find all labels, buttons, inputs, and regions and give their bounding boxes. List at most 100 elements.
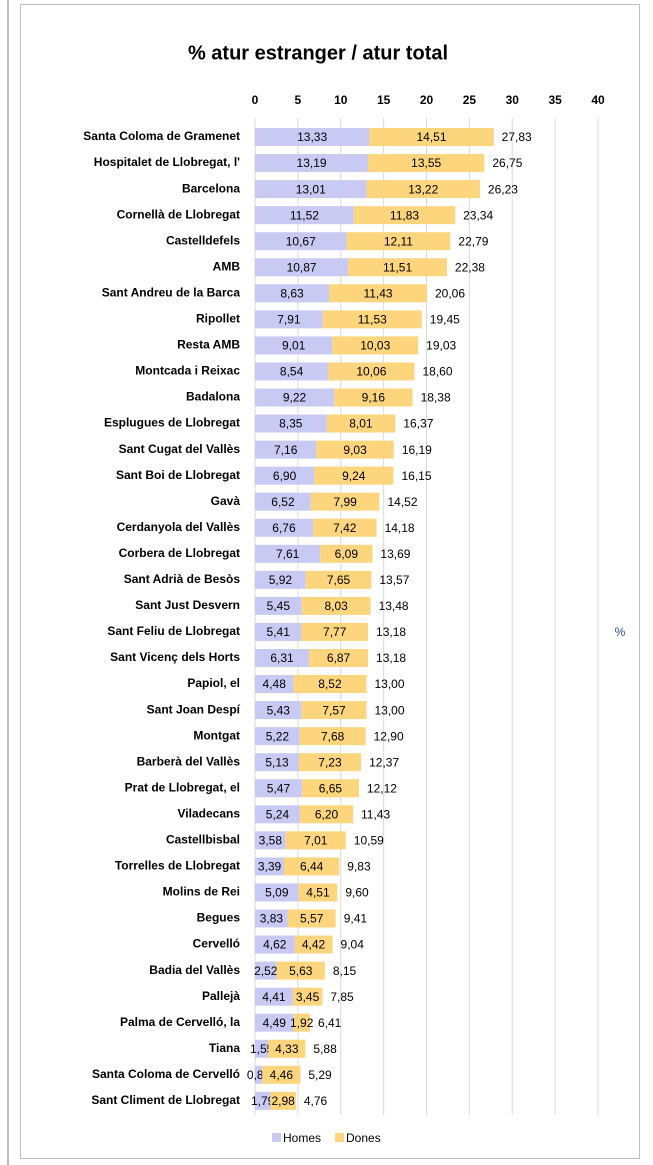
total-label: 22,79 [458,234,488,248]
total-label: 16,37 [403,417,433,431]
bar-segment [299,727,366,746]
data-label: 7,23 [318,755,342,769]
data-label: 5,57 [300,912,324,926]
bar-segment [309,649,369,667]
x-tick-label: 25 [463,93,477,107]
data-label: 5,43 [267,703,291,717]
bar-segment [328,362,415,381]
x-tick-label: 40 [591,93,605,107]
data-label: 7,61 [276,547,300,561]
data-label: 9,03 [343,443,367,457]
bar-segment [255,675,294,694]
data-label: 6,44 [300,860,324,874]
data-label: 10,67 [286,234,316,248]
total-label: 9,04 [341,938,365,952]
data-label: 9,01 [282,339,306,353]
data-label: 13,01 [296,182,326,196]
total-label: 22,38 [455,260,485,274]
data-label: 6,65 [319,781,343,795]
y-tick-label: Viladecans [178,806,241,820]
bar-segment [298,883,338,902]
y-tick-label: Castellbisbal [166,833,240,847]
y-tick-label: Sant Feliu de Llobregat [107,624,240,638]
data-label: 13,22 [408,182,438,196]
y-tick-label: Santa Coloma de Cervelló [92,1067,240,1081]
y-tick-label: Sant Just Desvern [135,598,240,612]
bar-segment [301,622,369,641]
data-label: 5,13 [265,755,289,769]
y-tick-label: Esplugues de Llobregat [104,416,240,430]
data-label: 6,52 [271,495,295,509]
data-label: 11,51 [383,260,412,274]
data-label: 3,58 [259,834,283,848]
bar-segment [353,206,456,225]
data-label: 5,63 [289,964,313,978]
data-label: 9,24 [342,469,366,483]
y-tick-label: Badia del Vallès [149,963,240,977]
y-tick-label: Hospitalet de Llobregat, l' [94,155,240,169]
data-label: 4,62 [263,938,287,952]
bar-segment [255,544,321,563]
bar-segment [310,492,380,511]
bar-segment [255,622,302,641]
data-label: 8,63 [280,286,304,300]
data-label: 8,03 [324,599,348,613]
y-tick-label: Palma de Cervelló, la [120,1015,240,1029]
bar-segment [255,831,286,850]
data-label: 2,52 [254,964,278,978]
legend-label: Dones [346,1131,381,1145]
bar-segment [285,831,346,850]
total-label: 12,37 [369,755,399,769]
data-label: 11,43 [363,286,392,300]
data-label: 4,41 [262,990,286,1004]
total-label: 18,60 [422,365,452,379]
bar-segment [326,414,396,433]
x-tick-label: 10 [334,93,348,107]
bar-segment [287,909,336,928]
x-tick-label: 5 [295,93,302,107]
data-label: 4,48 [263,677,287,691]
total-label: 16,19 [402,443,432,457]
data-label: 4,51 [306,886,330,900]
bar-segment [262,1065,301,1084]
y-tick-label: Sant Joan Despí [147,702,241,716]
total-label: 13,00 [374,677,404,691]
bar-segment [294,935,333,954]
total-label: 6,41 [318,1016,342,1030]
bar-segment [255,727,300,746]
data-label: 8,35 [279,417,303,431]
x-tick-label: 0 [252,93,259,107]
total-label: 5,88 [313,1042,337,1056]
y-tick-label: Molins de Rei [163,885,240,899]
data-label: 10,87 [287,260,317,274]
bar-segment [301,701,367,720]
data-label: 5,41 [267,625,291,639]
data-label: 11,83 [390,208,419,222]
data-label: 9,16 [362,391,386,405]
x-tick-label: 30 [506,93,520,107]
total-label: 9,83 [347,860,371,874]
bar-segment [255,284,330,303]
bar-segment [255,440,317,459]
x-tick-label: 35 [548,93,562,107]
bar-segment [305,570,372,589]
bar-segment [255,1065,263,1084]
y-tick-label: Ripollet [196,312,240,326]
total-label: 13,00 [374,703,404,717]
bar-segment [255,570,306,589]
data-label: 13,19 [297,156,327,170]
data-label: 7,91 [277,313,301,327]
bar-segment [255,180,367,199]
bar-segment [255,779,302,798]
total-label: 13,57 [379,573,409,587]
y-tick-label: Sant Andreu de la Barca [102,285,241,299]
total-label: 20,06 [435,286,465,300]
data-label: 12,11 [384,234,413,248]
data-label: 5,47 [267,781,291,795]
total-label: 13,69 [380,547,410,561]
bar-segment [255,1039,269,1058]
total-label: 8,15 [333,964,357,978]
legend-swatch [272,1133,281,1142]
bar-segment [329,284,428,303]
bar-segment [255,753,299,772]
